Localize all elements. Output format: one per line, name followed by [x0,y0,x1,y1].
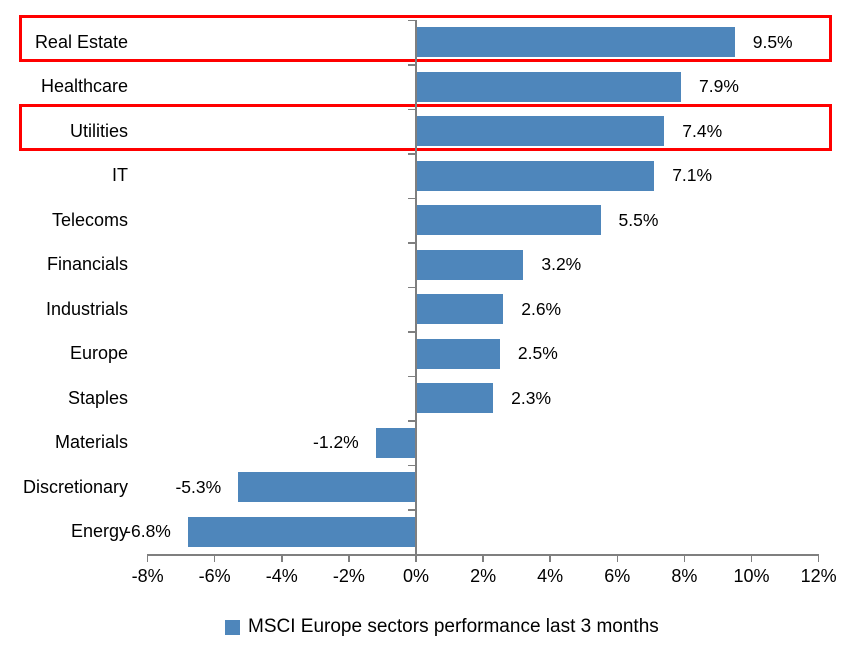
category-label: Real Estate [34,31,128,52]
value-label: 3.2% [541,254,582,275]
value-label: 7.9% [699,76,739,97]
value-axis-tick [817,554,820,562]
bar [416,116,665,147]
category-axis-tick [408,509,415,511]
category-label: Industrials [45,298,128,319]
category-axis-line [415,20,417,554]
value-axis-tick-label: 10% [733,566,770,586]
category-axis-tick [408,420,415,422]
category-axis-tick [408,464,415,466]
value-label: 2.5% [517,343,558,364]
value-axis-tick [146,554,149,562]
value-axis-tick-label: 4% [537,566,564,586]
value-axis-tick [415,554,417,562]
value-axis-tick-label: 12% [800,566,837,586]
value-axis-tick-label: -8% [131,566,164,586]
category-label: Discretionary [22,476,128,497]
bar [416,205,601,236]
value-label: 2.3% [511,387,552,408]
bar [416,71,682,102]
value-label: 7.1% [672,165,713,186]
bar [238,472,416,503]
category-label: Materials [54,432,128,453]
value-axis-tick [750,554,753,562]
value-axis-tick-label: 6% [604,566,631,586]
category-label: IT [112,165,128,186]
category-label: Staples [67,387,128,408]
category-label: Europe [69,343,128,364]
category-axis-tick [408,375,415,377]
category-axis-tick [408,64,415,66]
value-axis-tick [616,554,619,562]
value-axis-tick-label: 8% [671,566,698,586]
value-axis-tick-label: -4% [265,566,298,586]
bar [416,160,655,191]
value-label: -6.8% [125,521,171,542]
bar [416,338,500,369]
value-label: 9.5% [752,31,793,52]
category-label: Utilities [69,120,128,141]
category-label: Financials [46,254,128,275]
highlight-box [19,15,832,62]
value-label: 7.4% [682,120,723,141]
category-axis-tick [408,197,415,199]
value-axis-tick [482,554,484,562]
legend-label: MSCI Europe sectors performance last 3 m… [248,616,659,637]
value-label: 5.5% [618,209,659,230]
category-axis-tick [408,286,415,288]
bar [416,383,494,414]
category-label: Energy [70,521,128,542]
legend-marker-square [225,619,240,635]
value-axis-tick [549,554,551,562]
category-axis-tick [408,19,415,21]
category-axis-tick [408,331,415,333]
value-axis-tick-label: -6% [198,566,231,586]
category-label: Telecoms [51,209,128,230]
legend: MSCI Europe sectors performance last 3 m… [225,616,659,638]
value-label: -5.3% [175,476,222,497]
value-axis-tick [213,554,216,562]
value-axis-tick-label: 2% [470,566,497,586]
bar [416,294,504,325]
value-axis-tick-label: -2% [332,566,365,586]
value-axis-tick [348,554,350,562]
bar [416,27,735,58]
category-axis-tick [408,242,415,244]
category-label: Healthcare [40,76,128,97]
value-axis-tick [683,554,686,562]
category-axis-tick [408,153,415,155]
value-axis-tick-label: 0% [402,566,429,586]
bar [416,249,524,280]
value-label: 2.6% [521,298,562,319]
value-label: -1.2% [313,432,359,453]
bar [187,516,416,547]
category-axis-tick [408,108,415,110]
bar [375,427,416,458]
value-axis-tick [281,554,283,562]
highlight-box [19,104,832,151]
